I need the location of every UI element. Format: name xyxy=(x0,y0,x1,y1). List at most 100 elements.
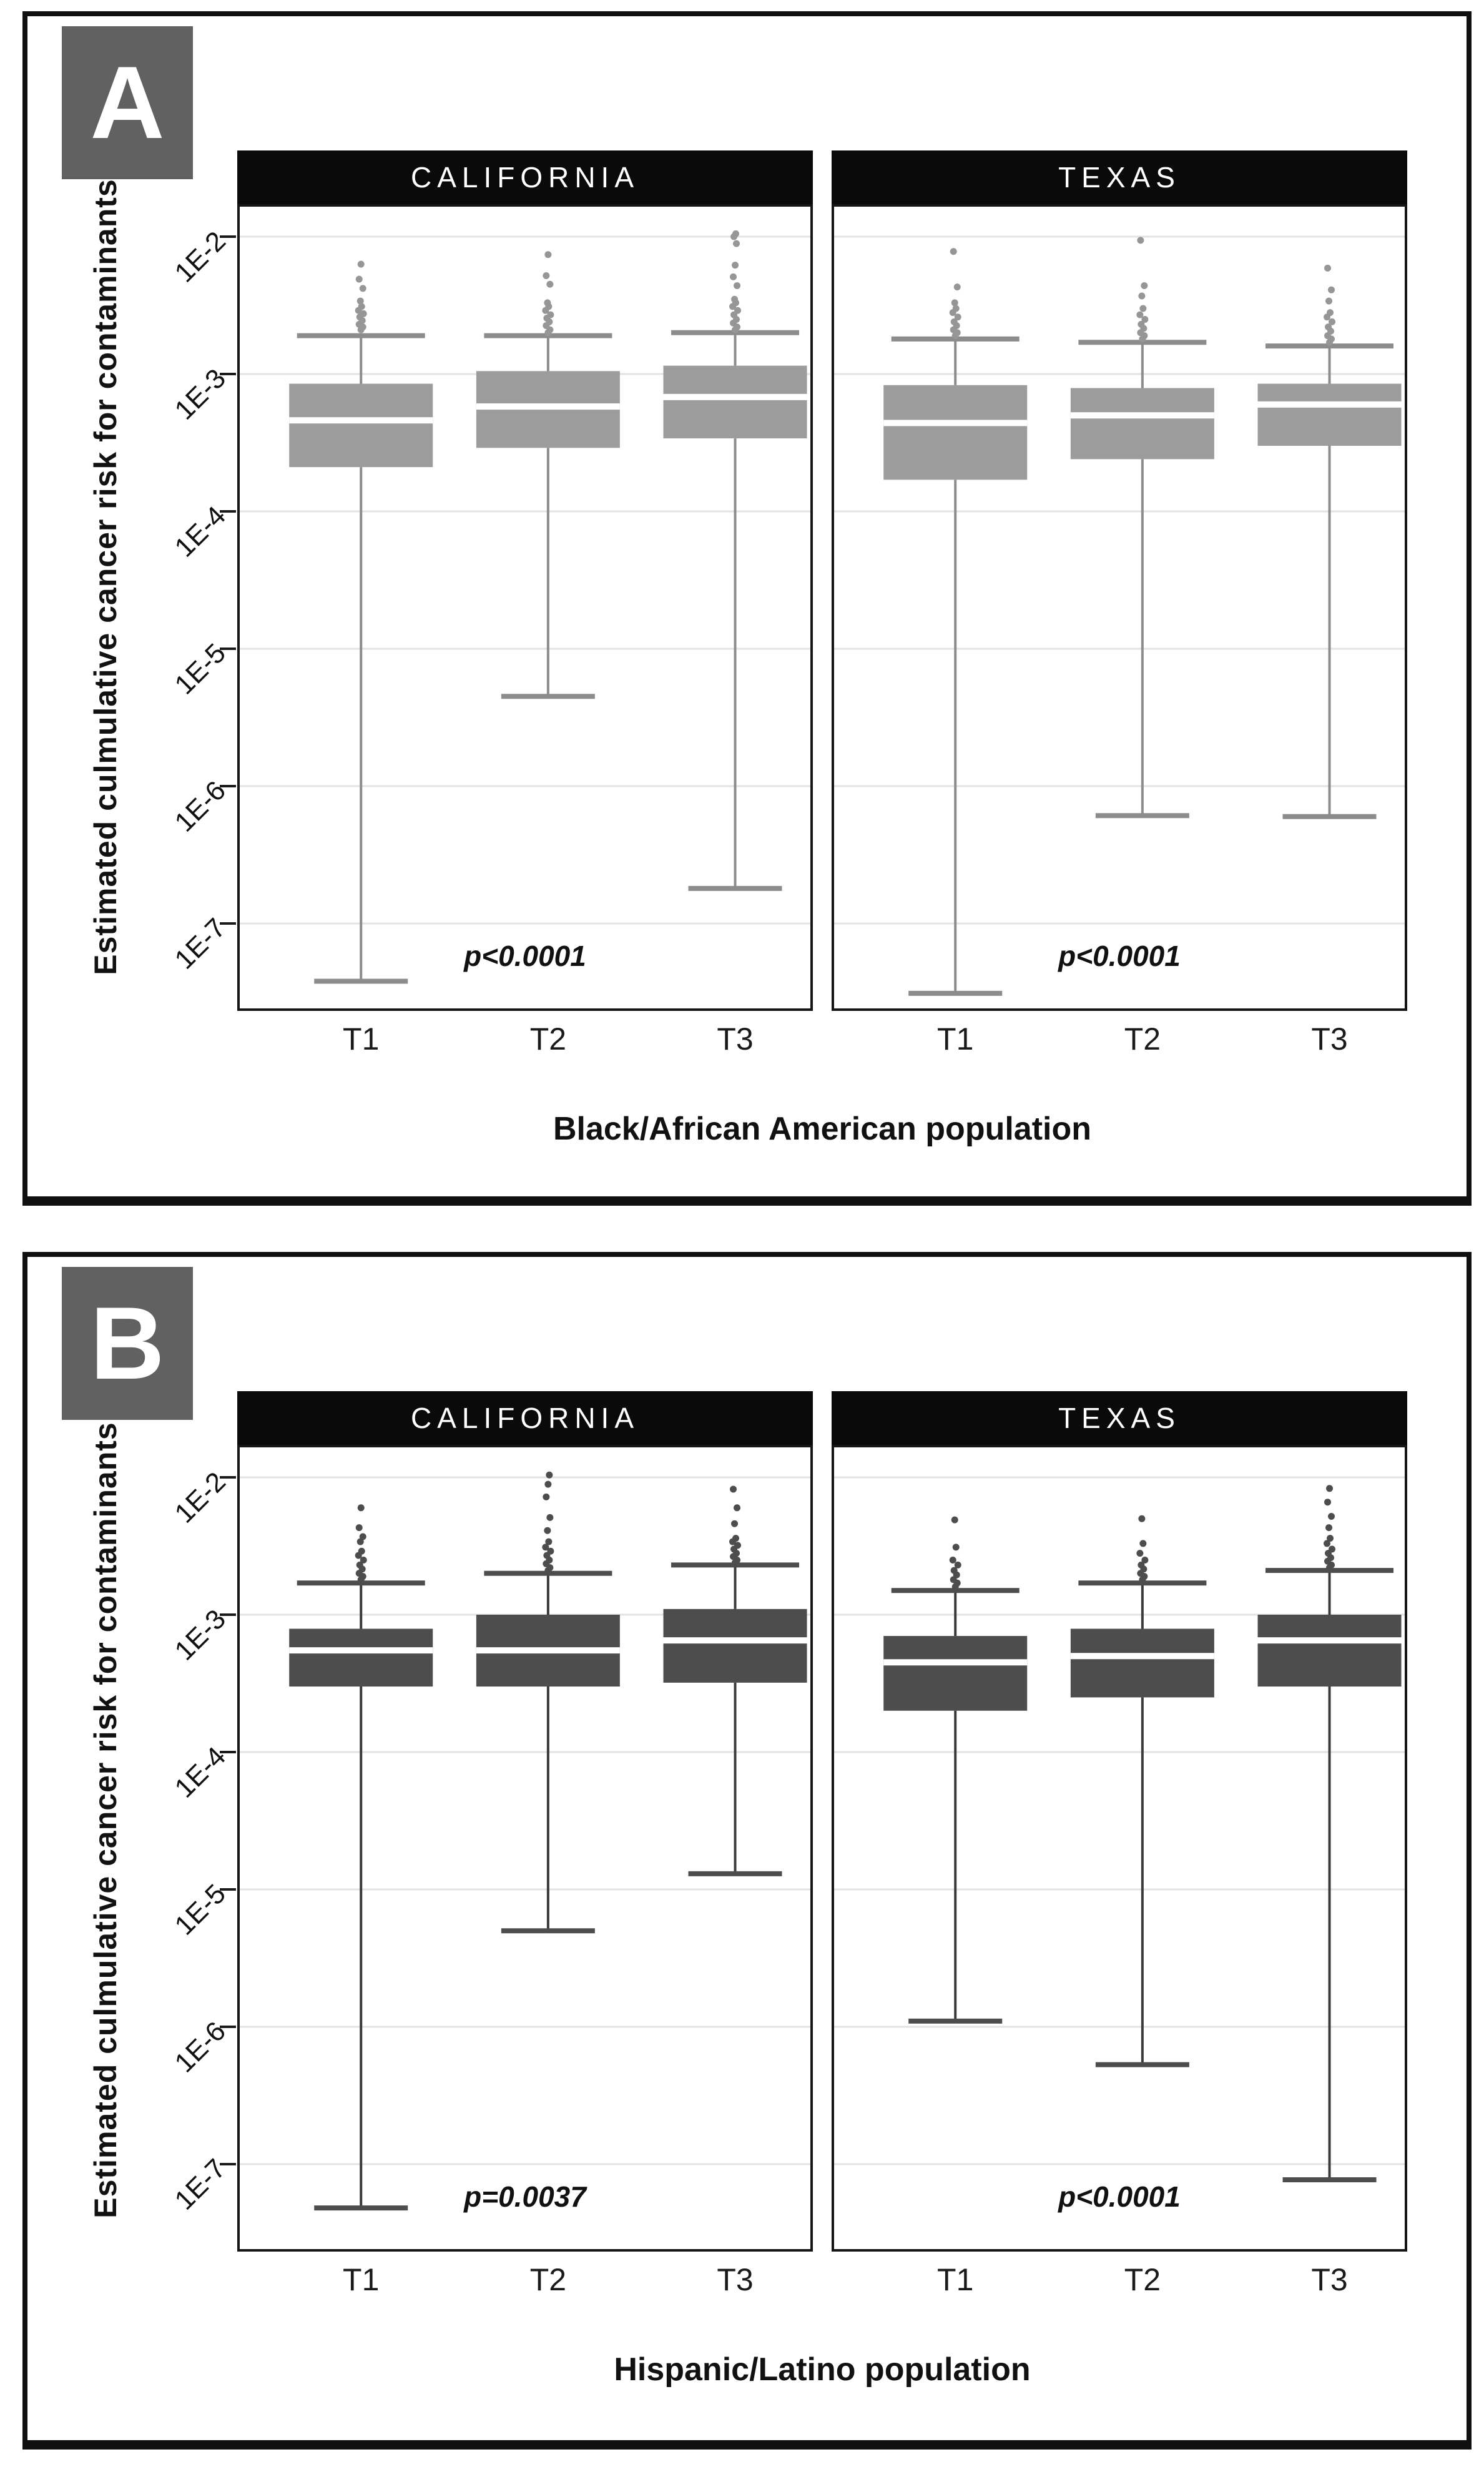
outlier-dot xyxy=(359,285,366,292)
y-tick-label: 1E-3 xyxy=(169,363,232,426)
outlier-dot xyxy=(359,1533,366,1540)
outlier-dot xyxy=(732,1535,740,1542)
boxplot-canvas: p<0.0001 xyxy=(832,1445,1407,2252)
outlier-dot xyxy=(1325,297,1333,305)
outlier-dot xyxy=(543,1493,550,1500)
plot-grid-a: 1E-2 1E-3 1E-4 1E-5 1E-6 1E-7 CALIFORNIA p<0.00… xyxy=(169,150,1407,1061)
plot-frame xyxy=(832,204,1407,1011)
outlier-dot xyxy=(360,310,367,317)
box-t2 xyxy=(1070,1628,1214,1698)
outlier-dot xyxy=(731,295,739,303)
outlier-dot xyxy=(1324,264,1332,272)
category-label-t1: T1 xyxy=(343,1022,380,1056)
outlier-dot xyxy=(1325,1524,1333,1532)
y-tick-mark xyxy=(220,373,236,375)
outlier-dot xyxy=(545,1538,553,1545)
category-axis: T1 T2 T3 xyxy=(832,1011,1407,1061)
median-line xyxy=(476,1647,620,1654)
facet-row: CALIFORNIA p<0.0001 T1 T2 T3 TEXAS p<0.0001 T1 T… xyxy=(237,150,1407,1061)
outlier-dot xyxy=(1327,1535,1334,1542)
category-label-t2: T2 xyxy=(1124,2262,1161,2297)
box-t3 xyxy=(663,1608,807,1683)
outlier-dot xyxy=(546,1471,553,1479)
outlier-dot xyxy=(358,303,365,310)
outlier-dot xyxy=(1137,237,1144,244)
y-tick-label: 1E-2 xyxy=(169,1466,232,1529)
y-tick-mark xyxy=(220,235,236,238)
outlier-dot xyxy=(356,1561,363,1568)
outlier-dot xyxy=(733,240,740,247)
boxplot-canvas: p<0.0001 xyxy=(237,204,813,1011)
outlier-dot xyxy=(949,1556,956,1563)
facet-row: CALIFORNIA p=0.0037 T1 T2 T3 TEXAS p<0.0001 T1 T… xyxy=(237,1391,1407,2302)
median-line xyxy=(1070,1653,1214,1660)
outlier-dot xyxy=(356,297,364,305)
facet-strip-title: TEXAS xyxy=(832,1391,1407,1445)
y-tick-label: 1E-5 xyxy=(169,638,232,701)
y-tick-mark xyxy=(220,2026,236,2028)
box-t3 xyxy=(1257,1615,1402,1687)
outlier-dot xyxy=(544,299,551,307)
outlier-dot xyxy=(544,251,552,259)
outlier-dot xyxy=(954,1561,961,1568)
median-line xyxy=(289,1647,433,1654)
outlier-dot xyxy=(355,1524,363,1532)
outlier-dot xyxy=(950,318,958,325)
y-tick-mark xyxy=(220,922,236,925)
y-tick-label: 1E-6 xyxy=(169,2016,232,2079)
panel-label-a: A xyxy=(62,26,193,179)
median-line xyxy=(1070,412,1214,419)
y-tick-label: 1E-3 xyxy=(169,1603,232,1667)
outlier-dot xyxy=(547,1547,554,1555)
plot-frame xyxy=(237,1445,813,2252)
outlier-dot xyxy=(1325,323,1332,331)
category-label-t1: T1 xyxy=(937,1022,974,1056)
category-axis: T1 T2 T3 xyxy=(237,1011,813,1061)
category-label-t3: T3 xyxy=(1311,1022,1348,1056)
y-tick-mark xyxy=(220,648,236,650)
outlier-dot xyxy=(1138,1561,1145,1568)
y-tick-label: 1E-7 xyxy=(169,912,232,975)
y-tick-mark xyxy=(220,1751,236,1753)
plot-grid-b: 1E-2 1E-3 1E-4 1E-5 1E-6 1E-7 CALIFORNIA p=0.00… xyxy=(169,1391,1407,2302)
outlier-dot xyxy=(1329,318,1336,325)
y-tick-mark xyxy=(220,2163,236,2165)
category-axis: T1 T2 T3 xyxy=(237,2252,813,2302)
outlier-dot xyxy=(1139,305,1147,312)
outlier-dot xyxy=(1138,1515,1146,1522)
y-tick-label: 1E-2 xyxy=(169,225,232,288)
y-tick-mark xyxy=(220,785,236,787)
boxplot-canvas: p=0.0037 xyxy=(237,1445,813,2252)
figure-panel-b: B Estimated culmulative cancer risk for … xyxy=(22,1252,1472,2450)
category-axis: T1 T2 T3 xyxy=(832,2252,1407,2302)
x-axis-title: Black/African American population xyxy=(553,1111,1092,1147)
y-tick-mark xyxy=(220,510,236,513)
outlier-dot xyxy=(1138,320,1145,328)
outlier-dot xyxy=(734,1504,741,1512)
y-tick-label: 1E-4 xyxy=(169,500,232,563)
median-line xyxy=(1257,1637,1402,1644)
panel-label-b: B xyxy=(62,1267,193,1420)
outlier-dot xyxy=(355,275,363,283)
median-line xyxy=(289,417,433,424)
outlier-dot xyxy=(730,1485,737,1493)
plot-frame xyxy=(832,1445,1407,2252)
category-label-t2: T2 xyxy=(529,2262,567,2297)
y-tick-label: 1E-4 xyxy=(169,1741,232,1804)
outlier-dot xyxy=(732,262,739,269)
facet-california: CALIFORNIA p<0.0001 T1 T2 T3 xyxy=(237,150,813,1061)
median-line xyxy=(883,420,1028,426)
outlier-dot xyxy=(546,1514,554,1521)
box-t3 xyxy=(1257,383,1402,446)
outlier-dot xyxy=(360,1556,367,1563)
outlier-dot xyxy=(547,311,554,318)
outlier-dot xyxy=(954,313,961,321)
p-value-label: p<0.0001 xyxy=(463,940,586,972)
outlier-dot xyxy=(1324,1499,1332,1506)
x-axis-title: Hispanic/Latino population xyxy=(614,2351,1031,2388)
outlier-dot xyxy=(952,305,960,312)
outlier-dot xyxy=(357,1504,365,1512)
figure-panel-a: A Estimated culmulative cancer risk for … xyxy=(22,11,1472,1206)
outlier-dot xyxy=(1328,286,1335,293)
outlier-dot xyxy=(543,272,550,279)
